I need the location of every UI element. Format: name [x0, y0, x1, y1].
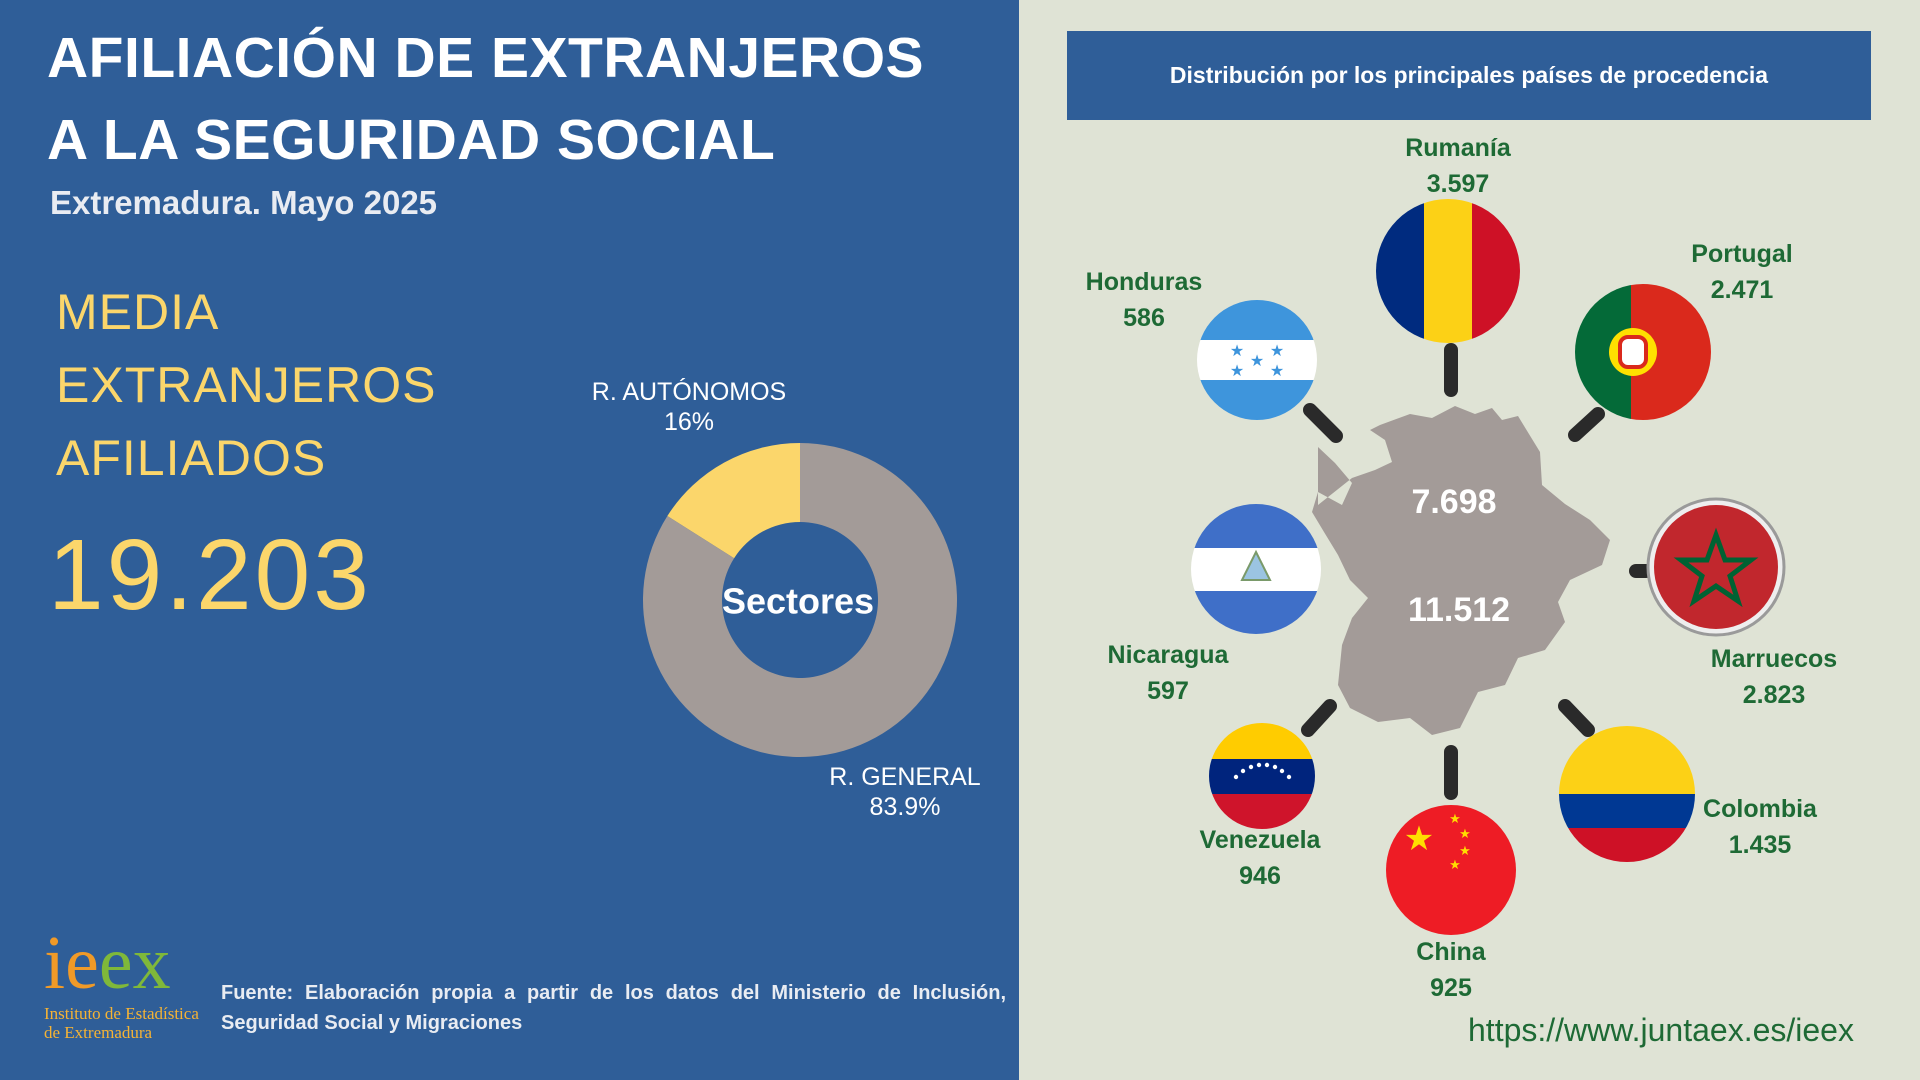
extremadura-map	[1312, 406, 1610, 735]
pie-value-general: 83.9%	[869, 793, 941, 821]
venezuela-flag-icon	[1209, 723, 1315, 829]
title-line-1: AFILIACIÓN DE EXTRANJEROS	[47, 26, 925, 90]
country-label-portugal: Portugal 2.471	[1662, 236, 1822, 308]
svg-text:★: ★	[1459, 827, 1471, 842]
country-value-portugal: 2.471	[1710, 276, 1774, 304]
country-label-romania: Rumanía 3.597	[1378, 130, 1538, 202]
logo-letter-e2: e	[98, 921, 133, 1005]
pie-label-autonomos: R. AUTÓNOMOS	[591, 378, 787, 406]
country-label-venezuela: Venezuela 946	[1180, 822, 1340, 894]
country-value-nicaragua: 597	[1147, 677, 1189, 705]
left-panel: AFILIACIÓN DE EXTRANJEROS A LA SEGURIDAD…	[0, 0, 1019, 1080]
logo-letter-x: x	[132, 921, 171, 1005]
total-affiliates: 19.203	[48, 519, 372, 631]
country-value-honduras: 586	[1123, 304, 1165, 332]
logo-letter-i: i	[44, 921, 66, 1005]
title-line-2: A LA SEGURIDAD SOCIAL	[47, 108, 776, 172]
ieex-logo: ieex	[44, 925, 171, 1001]
media-label-1: MEDIA	[56, 284, 220, 340]
country-name-marruecos: Marruecos	[1710, 645, 1838, 673]
pie-slice-general	[643, 443, 957, 757]
pie-value-autonomos: 16%	[663, 408, 715, 436]
country-label-nicaragua: Nicaragua 597	[1088, 637, 1248, 709]
country-name-china: China	[1416, 938, 1486, 966]
subtitle: Extremadura. Mayo 2025	[50, 184, 438, 221]
pie-label-general: R. GENERAL	[829, 763, 981, 791]
country-value-venezuela: 946	[1239, 862, 1281, 890]
footer-url-link[interactable]: https://www.juntaex.es/ieex	[1468, 1012, 1854, 1048]
country-label-marruecos: Marruecos 2.823	[1694, 641, 1854, 713]
connector-lines	[1255, 343, 1653, 800]
country-value-colombia: 1.435	[1728, 831, 1792, 859]
svg-text:★: ★	[1250, 351, 1264, 370]
pie-center-label: Sectores	[722, 581, 874, 622]
svg-text:★: ★	[1230, 361, 1244, 380]
country-label-colombia: Colombia 1.435	[1680, 791, 1840, 863]
logo-subtitle-1: Instituto de Estadística	[44, 1004, 199, 1023]
svg-text:★: ★	[1449, 858, 1461, 873]
country-map-graphic: 7.698 11.512 ★ ★★★ ★	[1191, 199, 1786, 935]
logo-letter-e1: e	[65, 921, 99, 1005]
map-value-bottom: 11.512	[1408, 591, 1510, 629]
logo-subtitle-2: de Extremadura	[44, 1023, 153, 1042]
colombia-flag-icon	[1559, 726, 1695, 862]
svg-text:★: ★	[1270, 361, 1284, 380]
sectors-donut-chart: Sectores	[643, 443, 957, 757]
svg-text:★: ★	[1270, 341, 1284, 360]
country-label-honduras: Honduras 586	[1064, 264, 1224, 336]
svg-text:★: ★	[1449, 812, 1461, 827]
map-value-top: 7.698	[1411, 483, 1496, 521]
country-name-romania: Rumanía	[1405, 134, 1511, 162]
china-flag-icon: ★ ★★★★	[1386, 805, 1516, 935]
pie-slice-autonomos	[667, 443, 800, 559]
source-note: Fuente: Elaboración propia a partir de l…	[221, 982, 1006, 1034]
map-title-banner: Distribución por los principales países …	[1067, 31, 1871, 120]
svg-text:★: ★	[1230, 341, 1244, 360]
country-name-honduras: Honduras	[1085, 268, 1203, 296]
country-name-venezuela: Venezuela	[1199, 826, 1321, 854]
morocco-flag-icon	[1654, 505, 1778, 629]
svg-text:★: ★	[1404, 819, 1434, 859]
country-value-marruecos: 2.823	[1742, 681, 1806, 709]
country-name-nicaragua: Nicaragua	[1107, 641, 1229, 669]
country-value-china: 925	[1430, 974, 1472, 1002]
country-name-colombia: Colombia	[1703, 795, 1817, 823]
media-label-3: AFILIADOS	[56, 430, 327, 486]
romania-flag-icon	[1376, 199, 1520, 343]
media-label-2: EXTRANJEROS	[56, 357, 437, 413]
svg-text:★: ★	[1459, 844, 1471, 859]
nicaragua-flag-icon	[1191, 504, 1321, 634]
country-label-china: China 925	[1371, 934, 1531, 1006]
country-value-romania: 3.597	[1426, 170, 1490, 198]
country-name-portugal: Portugal	[1691, 240, 1793, 268]
